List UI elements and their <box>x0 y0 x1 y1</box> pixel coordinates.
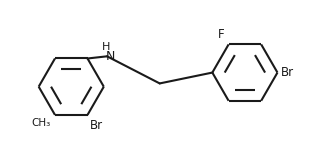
Text: Br: Br <box>281 66 294 79</box>
Text: F: F <box>218 28 224 41</box>
Text: H: H <box>102 42 110 52</box>
Text: CH₃: CH₃ <box>31 118 51 128</box>
Text: N: N <box>106 50 115 63</box>
Text: Br: Br <box>90 119 103 132</box>
